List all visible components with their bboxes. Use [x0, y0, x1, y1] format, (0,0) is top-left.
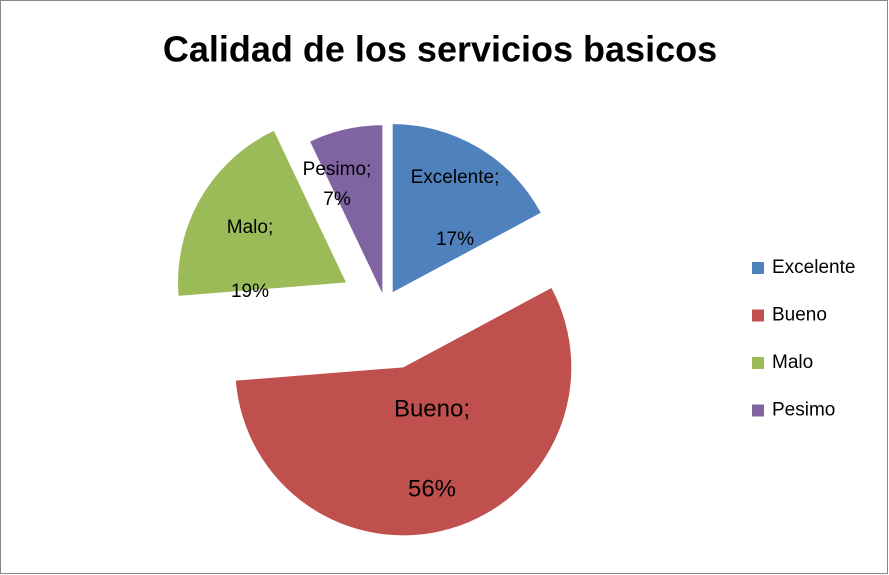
- data-label: Pesimo;: [303, 159, 372, 180]
- legend-swatch: [752, 404, 764, 417]
- pie-slice: [235, 288, 572, 536]
- legend-swatch: [752, 309, 764, 322]
- pie-slice: [178, 130, 347, 296]
- data-label: 7%: [323, 189, 351, 210]
- pie-slice: [310, 125, 383, 294]
- data-label: 56%: [408, 475, 456, 502]
- pie-slice: [392, 124, 541, 293]
- legend-label: Malo: [772, 352, 813, 373]
- legend-label: Excelente: [772, 257, 855, 278]
- data-label: 19%: [231, 281, 269, 302]
- data-label: 17%: [436, 229, 474, 250]
- legend-label: Bueno: [772, 305, 827, 326]
- legend-swatch: [752, 262, 764, 274]
- legend-label: Pesimo: [772, 400, 835, 421]
- data-label: Bueno;: [394, 395, 470, 422]
- chart-title: Calidad de los servicios basicos: [163, 29, 717, 70]
- data-label: Excelente;: [411, 167, 500, 188]
- legend-swatch: [752, 357, 764, 369]
- data-label: Malo;: [227, 217, 273, 238]
